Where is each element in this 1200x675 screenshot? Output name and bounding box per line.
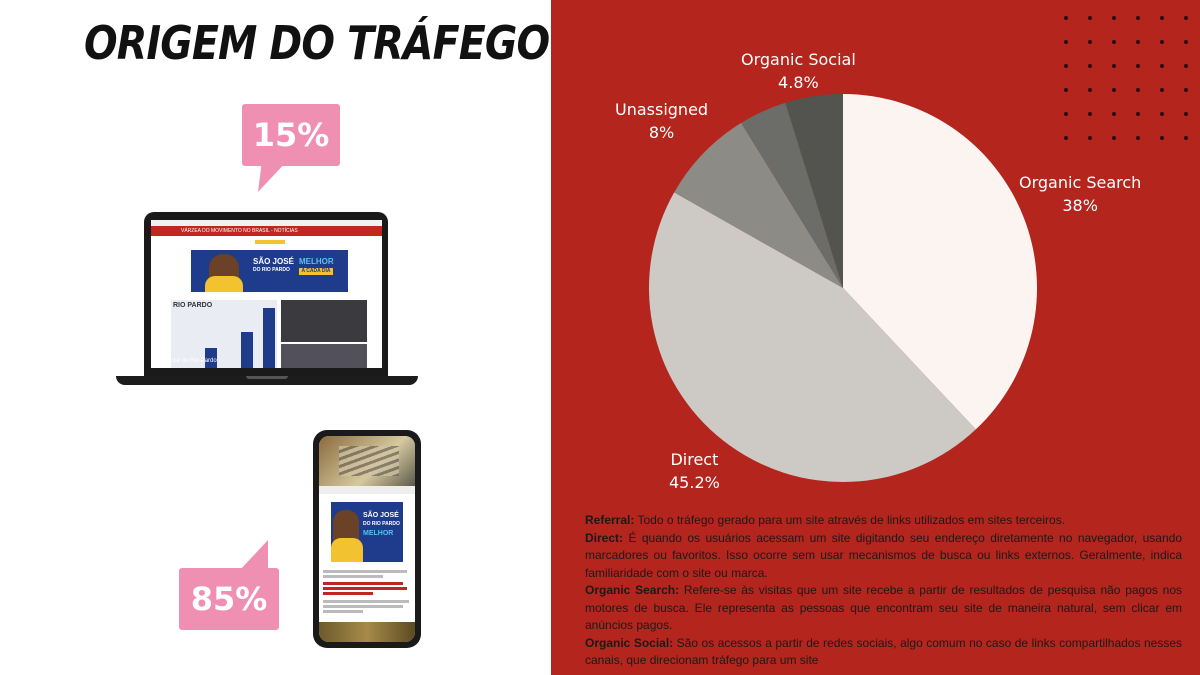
decor-dot bbox=[1184, 64, 1188, 68]
phone-bottom-photo bbox=[319, 622, 415, 642]
decor-dot bbox=[1112, 88, 1116, 92]
bubble-tail-desktop bbox=[258, 160, 288, 192]
site-news-thumb bbox=[281, 344, 367, 368]
decor-dot bbox=[1088, 136, 1092, 140]
decor-dot bbox=[1160, 88, 1164, 92]
decor-dot bbox=[1064, 16, 1068, 20]
definition-direct: Direct: É quando os usuários acessam um … bbox=[585, 530, 1182, 580]
definition-organic-social: Organic Social: São os acessos a partir … bbox=[585, 635, 1182, 668]
laptop-base bbox=[116, 376, 418, 385]
laptop-screen-content: VÁRZEA DO MOVIMENTO NO BRASIL - NOTÍCIAS… bbox=[151, 220, 382, 368]
phone-banner-highlight: MELHOR bbox=[363, 530, 394, 537]
banner-text: SÃO JOSÉ DO RIO PARDO bbox=[253, 257, 294, 274]
phone-banner: SÃO JOSÉ DO RIO PARDO MELHOR bbox=[331, 502, 403, 562]
decor-dot bbox=[1160, 40, 1164, 44]
left-panel: ORIGEM DO TRÁFEGO 15% VÁRZEA DO MOVIMENT… bbox=[0, 0, 551, 675]
mobile-percent-bubble: 85% bbox=[179, 568, 279, 630]
decor-dot bbox=[1136, 64, 1140, 68]
definition-referral: Referral: Todo o tráfego gerado para um … bbox=[585, 513, 1066, 527]
decor-dot bbox=[1160, 136, 1164, 140]
decor-dot bbox=[1136, 136, 1140, 140]
decor-dot bbox=[1160, 16, 1164, 20]
pie-label-organic-search: Organic Search 38% bbox=[1019, 173, 1142, 215]
decor-dot bbox=[1184, 88, 1188, 92]
banner-highlight: MELHOR bbox=[299, 257, 334, 266]
bubble-tail-mobile bbox=[240, 540, 268, 570]
decor-dot bbox=[1064, 88, 1068, 92]
site-chart-thumbnail: RIO PARDO bbox=[171, 300, 277, 368]
laptop-notch bbox=[246, 376, 288, 379]
decor-dot bbox=[1064, 112, 1068, 116]
decor-dot bbox=[1136, 40, 1140, 44]
pie-slice-unassigned bbox=[674, 122, 843, 288]
decor-dot bbox=[1064, 40, 1068, 44]
traffic-pie-chart bbox=[649, 94, 1037, 482]
phone-nav-bar bbox=[319, 486, 415, 494]
decor-dot bbox=[1088, 16, 1092, 20]
dot-grid-decoration bbox=[1064, 16, 1190, 140]
pie-label-organic-social: Organic Social 4.8% bbox=[741, 50, 856, 92]
pie-slice-direct bbox=[649, 192, 976, 482]
decor-dot bbox=[1112, 112, 1116, 116]
decor-dot bbox=[1088, 88, 1092, 92]
phone-top-photo bbox=[319, 436, 415, 486]
site-header: VÁRZEA DO MOVIMENTO NO BRASIL - NOTÍCIAS bbox=[151, 226, 382, 236]
site-highlight-strip bbox=[255, 240, 285, 244]
decor-dot bbox=[1112, 16, 1116, 20]
decor-dot bbox=[1184, 112, 1188, 116]
decor-dot bbox=[1088, 112, 1092, 116]
site-banner: SÃO JOSÉ DO RIO PARDO MELHOR A CADA DIA bbox=[191, 250, 348, 292]
banner-tag: A CADA DIA bbox=[299, 268, 333, 275]
decor-dot bbox=[1088, 64, 1092, 68]
pie-label-direct: Direct 45.2% bbox=[669, 450, 720, 492]
decor-dot bbox=[1112, 136, 1116, 140]
page-title: ORIGEM DO TRÁFEGO bbox=[84, 16, 550, 70]
site-topbar bbox=[151, 220, 382, 226]
decor-dot bbox=[1184, 16, 1188, 20]
site-caption: São José do Rio Pardo bbox=[155, 358, 217, 364]
decor-dot bbox=[1160, 64, 1164, 68]
phone-screen-content: SÃO JOSÉ DO RIO PARDO MELHOR bbox=[319, 436, 415, 642]
desktop-percent-bubble: 15% bbox=[242, 104, 340, 166]
decor-dot bbox=[1136, 112, 1140, 116]
pie-label-unassigned: Unassigned 8% bbox=[615, 100, 709, 142]
decor-dot bbox=[1112, 64, 1116, 68]
definitions-text: Referral: Todo o tráfego gerado para um … bbox=[585, 512, 1182, 670]
decor-dot bbox=[1184, 136, 1188, 140]
phone-banner-text: SÃO JOSÉ DO RIO PARDO bbox=[363, 512, 400, 527]
decor-dot bbox=[1112, 40, 1116, 44]
decor-dot bbox=[1064, 136, 1068, 140]
chart-panel: Organic Social 4.8% Unassigned 8% Organi… bbox=[551, 0, 1200, 675]
site-news-thumb bbox=[281, 300, 367, 342]
decor-dot bbox=[1088, 40, 1092, 44]
decor-dot bbox=[1136, 88, 1140, 92]
pie-slice-organic-search bbox=[843, 94, 1037, 430]
decor-dot bbox=[1064, 64, 1068, 68]
pie-slice-organic-social bbox=[785, 94, 843, 288]
definition-organic-search: Organic Search: Refere-se às visitas que… bbox=[585, 583, 1183, 632]
decor-dot bbox=[1160, 112, 1164, 116]
decor-dot bbox=[1136, 16, 1140, 20]
banner-person-shirt bbox=[205, 276, 243, 292]
decor-dot bbox=[1184, 40, 1188, 44]
pie-slice-referral bbox=[741, 102, 843, 288]
